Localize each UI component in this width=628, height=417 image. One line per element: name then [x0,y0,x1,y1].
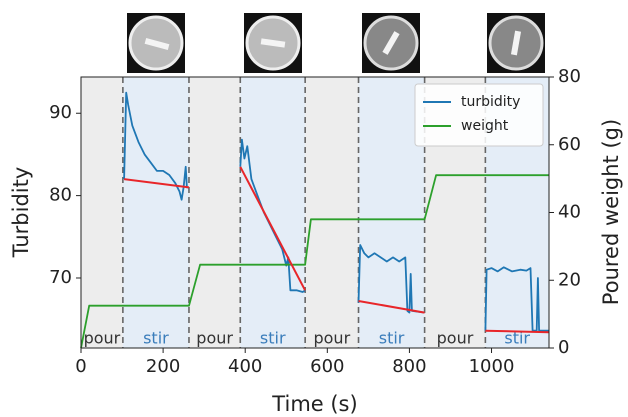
region [188,77,241,348]
y2-tick-label: 40 [558,202,581,223]
region-label: stir [143,329,169,348]
region [81,77,123,348]
fit-line [485,329,550,334]
image [260,38,286,48]
y2-tick-label: 80 [558,66,581,87]
x-tick-label: 200 [146,356,180,377]
y-tick-label: 70 [49,267,72,288]
region [240,77,306,348]
legend-box [414,83,544,147]
fit-line [123,178,190,189]
series-line [80,174,549,349]
y-tick-label: 90 [49,102,72,123]
region [122,77,189,348]
region-label: stir [260,329,286,348]
x-tick-label: 800 [392,356,426,377]
region-label: stir [504,329,530,348]
region-label: stir [379,329,405,348]
region-label: pour [313,329,350,348]
petri-images [127,13,545,73]
region [305,77,359,348]
image [144,37,170,51]
region-label: pour [196,329,233,348]
x-tick-label: 1000 [469,356,515,377]
image [382,31,400,55]
x-tick-label: 0 [75,356,86,377]
fit-line [239,166,306,291]
image [510,30,522,56]
region-label: pour [437,329,474,348]
x-tick-label: 600 [310,356,344,377]
y2-tick-label: 20 [558,269,581,290]
region-label: pour [84,329,121,348]
legend-label: weight [461,118,509,134]
fit-line [358,300,425,314]
y2-axis-label: Poured weight (g) [599,119,623,305]
x-axis-label: Time (s) [271,392,357,416]
y2-tick-label: 0 [558,337,569,358]
legend-label: turbidity [461,94,520,110]
x-tick-label: 400 [228,356,262,377]
y-axis-label: Turbidity [9,167,33,259]
y-tick-label: 80 [49,185,72,206]
y2-tick-label: 60 [558,134,581,155]
